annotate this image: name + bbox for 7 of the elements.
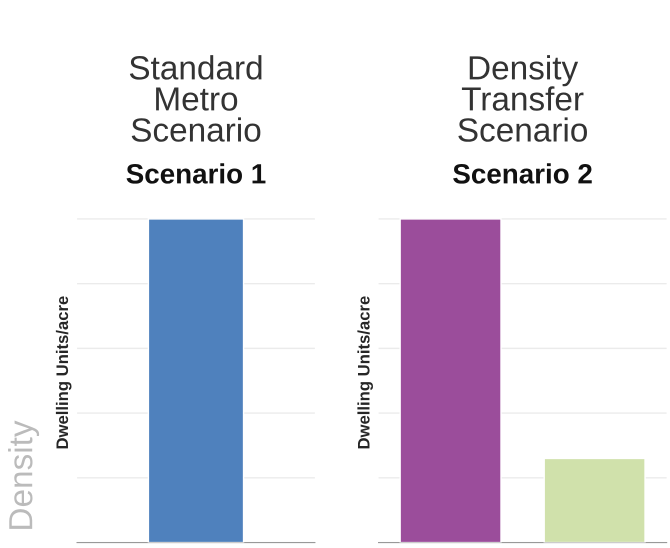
chart-title: Standard Metro Scenario xyxy=(130,55,262,142)
chart-title: Density Transfer Scenario xyxy=(458,55,587,142)
text: Density xyxy=(8,420,40,529)
y-axis-title: Dwelling Units/acre xyxy=(56,296,72,448)
y-axis-title: Dwelling Units/acre xyxy=(357,296,373,448)
chart-subtitle: Scenario 1 xyxy=(126,163,266,184)
chart-subtitle: Scenario 2 xyxy=(453,163,592,184)
